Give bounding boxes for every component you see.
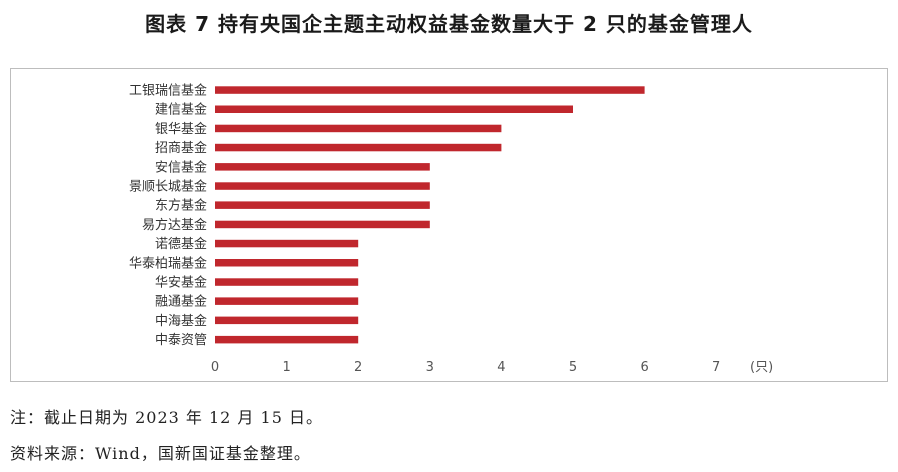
x-tick-label-5: 5 [569, 360, 577, 375]
category-label-5: 景顺长城基金 [129, 179, 207, 195]
bar-10 [215, 278, 359, 286]
chart-title: 图表 7 持有央国企主题主动权益基金数量大于 2 只的基金管理人 [145, 12, 753, 36]
bar-7 [215, 220, 430, 229]
category-label-4: 安信基金 [155, 159, 207, 175]
x-axis-unit-label: (只) [750, 360, 773, 375]
bar-11 [215, 297, 359, 305]
bar-4 [215, 163, 430, 171]
x-tick-label-0: 0 [211, 360, 219, 375]
category-label-10: 华安基金 [155, 275, 207, 291]
x-tick-label-4: 4 [497, 360, 505, 375]
x-tick-label-7: 7 [712, 360, 720, 375]
bar-13 [215, 335, 359, 344]
bar-12 [215, 316, 359, 325]
category-label-2: 银华基金 [155, 121, 207, 137]
category-label-6: 东方基金 [155, 198, 207, 214]
footnote: 注：截止日期为 2023 年 12 月 15 日。 [10, 408, 323, 427]
category-label-11: 融通基金 [155, 294, 207, 310]
x-tick-label-6: 6 [640, 360, 648, 375]
category-label-0: 工银瑞信基金 [129, 83, 207, 99]
category-label-9: 华泰柏瑞基金 [129, 255, 207, 271]
category-label-12: 中海基金 [155, 313, 207, 329]
bar-9 [215, 259, 359, 267]
chart-frame [10, 68, 888, 382]
bar-3 [215, 143, 502, 152]
bar-2 [215, 124, 502, 133]
category-label-7: 易方达基金 [142, 217, 207, 233]
category-label-3: 招商基金 [155, 140, 207, 156]
bar-5 [215, 182, 430, 190]
category-label-13: 中泰资管 [155, 333, 207, 348]
bar-1 [215, 105, 573, 113]
category-label-1: 建信基金 [155, 102, 207, 118]
bar-8 [215, 239, 359, 248]
x-tick-label-1: 1 [282, 360, 290, 375]
source-note: 资料来源：Wind，国新国证基金整理。 [10, 444, 311, 463]
bar-0 [215, 86, 645, 94]
category-label-8: 诺德基金 [155, 236, 207, 252]
x-tick-label-2: 2 [354, 360, 362, 375]
bar-6 [215, 201, 430, 209]
x-tick-label-3: 3 [426, 360, 434, 375]
